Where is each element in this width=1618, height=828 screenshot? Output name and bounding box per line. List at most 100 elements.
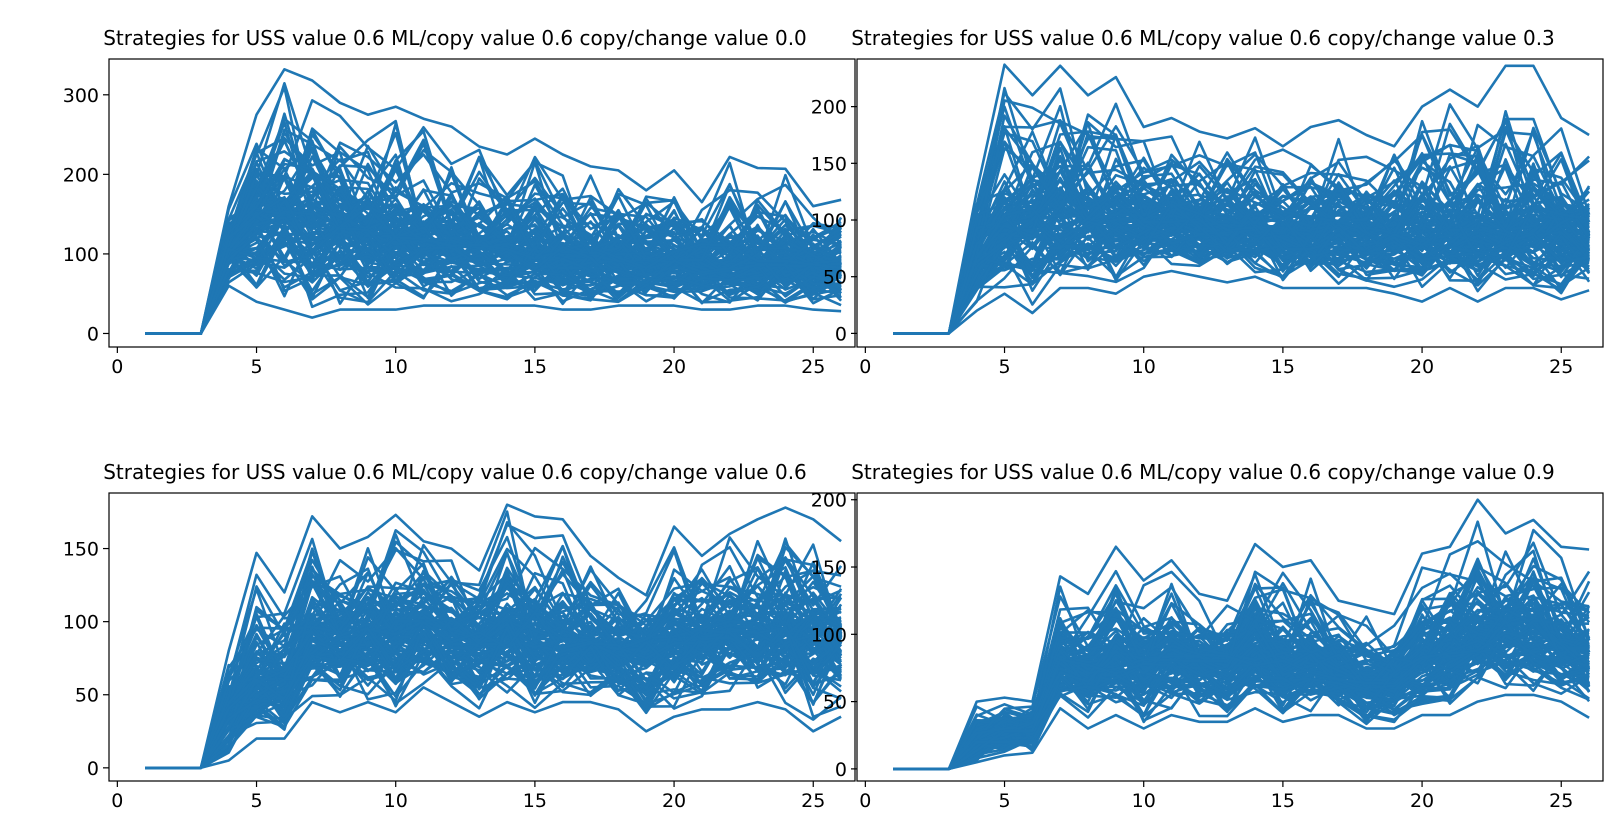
y-tick-label: 200: [811, 97, 847, 119]
x-tick-label: 20: [662, 356, 686, 378]
x-tick-label: 5: [250, 356, 262, 378]
y-tick-label: 150: [811, 153, 847, 175]
strategy-series-line: [893, 186, 1590, 335]
subplot-title: Strategies for USS value 0.6 ML/copy val…: [103, 26, 807, 50]
x-tick-label: 15: [1271, 356, 1295, 378]
x-tick-label: 20: [662, 790, 686, 812]
x-tick-label: 10: [384, 356, 408, 378]
strategy-series-line: [893, 126, 1590, 335]
strategy-series-line: [145, 195, 842, 335]
strategy-series-line: [893, 186, 1591, 335]
subplot-title: Strategies for USS value 0.6 ML/copy val…: [851, 26, 1555, 50]
x-tick-label: 25: [801, 790, 825, 812]
strategy-series-line: [145, 603, 842, 770]
y-tick-label: 50: [823, 267, 847, 289]
strategy-series-line: [145, 216, 842, 335]
strategy-series-line: [145, 232, 842, 335]
y-tick-label: 100: [63, 612, 99, 634]
y-tick-label: 100: [811, 210, 847, 232]
strategy-series-line: [893, 617, 1590, 771]
y-tick-label: 150: [63, 539, 99, 561]
strategy-series-line: [145, 611, 843, 770]
x-tick-label: 10: [384, 790, 408, 812]
subplot-title: Strategies for USS value 0.6 ML/copy val…: [103, 460, 807, 484]
strategy-series-line: [145, 686, 842, 770]
x-tick-label: 25: [1549, 790, 1573, 812]
series-group: [893, 63, 1591, 335]
x-tick-label: 20: [1410, 790, 1434, 812]
x-tick-label: 20: [1410, 356, 1434, 378]
series-group: [145, 503, 843, 770]
y-tick-label: 50: [823, 692, 847, 714]
strategy-series-line: [893, 142, 1591, 335]
strategy-series-line: [893, 192, 1590, 335]
strategy-series-line: [893, 133, 1590, 335]
strategy-series-line: [145, 546, 843, 770]
strategy-series-line: [893, 63, 1590, 335]
strategy-series-line: [893, 631, 1590, 771]
y-tick-label: 300: [63, 85, 99, 107]
strategy-series-line: [893, 693, 1590, 771]
strategy-series-line: [145, 68, 842, 335]
strategy-series-line: [893, 633, 1591, 771]
strategy-series-line: [893, 202, 1590, 335]
x-tick-label: 10: [1132, 356, 1156, 378]
strategy-series-line: [145, 82, 843, 335]
strategy-series-line: [145, 215, 842, 335]
subplot-top-left: Strategies for USS value 0.6 ML/copy val…: [63, 26, 856, 378]
strategy-series-line: [145, 611, 843, 770]
y-tick-label: 0: [835, 759, 847, 781]
strategy-series-line: [893, 218, 1590, 335]
strategy-series-line: [145, 85, 842, 335]
x-tick-label: 0: [859, 356, 871, 378]
x-tick-label: 0: [111, 790, 123, 812]
x-tick-label: 25: [1549, 356, 1573, 378]
x-tick-label: 5: [250, 790, 262, 812]
series-group: [145, 68, 843, 335]
strategy-series-line: [145, 138, 842, 335]
strategy-series-line: [145, 596, 842, 770]
x-tick-label: 0: [859, 790, 871, 812]
strategy-series-line: [145, 184, 842, 335]
series-group: [893, 498, 1591, 771]
y-tick-label: 100: [811, 624, 847, 646]
strategy-series-line: [893, 571, 1591, 771]
strategy-series-line: [145, 523, 842, 770]
x-tick-label: 15: [1271, 790, 1295, 812]
strategy-series-line: [145, 601, 843, 770]
strategy-series-line: [893, 234, 1591, 335]
strategy-series-line: [145, 246, 842, 335]
strategy-series-line: [893, 87, 1591, 335]
strategy-series-line: [893, 601, 1590, 771]
strategy-series-line: [893, 498, 1590, 771]
y-tick-label: 150: [811, 557, 847, 579]
strategy-series-line: [145, 503, 842, 770]
axes-frame: [108, 492, 856, 782]
strategy-series-line: [145, 284, 842, 335]
x-tick-label: 15: [523, 356, 547, 378]
y-tick-label: 50: [75, 685, 99, 707]
strategy-series-line: [145, 232, 842, 335]
y-tick-label: 200: [811, 490, 847, 512]
x-tick-label: 10: [1132, 790, 1156, 812]
strategy-series-line: [893, 216, 1590, 335]
strategy-series-line: [893, 189, 1590, 335]
axes-frame: [856, 492, 1604, 782]
x-tick-label: 15: [523, 790, 547, 812]
subplot-title: Strategies for USS value 0.6 ML/copy val…: [851, 460, 1555, 484]
x-tick-label: 5: [998, 356, 1010, 378]
y-tick-label: 200: [63, 164, 99, 186]
x-tick-label: 25: [801, 356, 825, 378]
subplot-bottom-right: Strategies for USS value 0.6 ML/copy val…: [811, 460, 1604, 812]
strategy-series-line: [893, 119, 1590, 335]
strategy-series-line: [893, 125, 1590, 335]
axes-frame: [108, 58, 856, 348]
x-tick-label: 0: [111, 356, 123, 378]
y-tick-label: 0: [87, 758, 99, 780]
strategy-series-line: [893, 639, 1590, 771]
y-tick-label: 0: [87, 323, 99, 345]
subplot-top-right: Strategies for USS value 0.6 ML/copy val…: [811, 26, 1604, 378]
subplot-bottom-left: Strategies for USS value 0.6 ML/copy val…: [63, 460, 856, 812]
strategy-series-line: [145, 510, 842, 770]
